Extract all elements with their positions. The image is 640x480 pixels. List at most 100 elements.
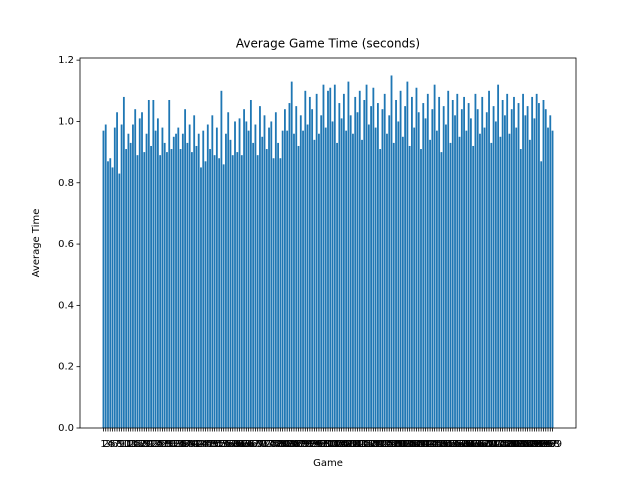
bar bbox=[202, 130, 205, 429]
x-tick-label: 91 bbox=[301, 439, 314, 450]
bar bbox=[492, 106, 495, 428]
bar bbox=[193, 115, 196, 428]
x-tick-label: 61 bbox=[233, 439, 246, 450]
x-tick-label: 89 bbox=[297, 439, 310, 450]
x-tick-label: 97 bbox=[315, 439, 328, 450]
y-tick-label: 0.6 bbox=[58, 239, 74, 250]
bar bbox=[401, 136, 404, 428]
bar bbox=[447, 90, 450, 429]
x-tick-label: 4 bbox=[107, 439, 113, 450]
x-tick-label: 140 bbox=[409, 439, 428, 450]
x-tick-label: 90 bbox=[299, 439, 312, 450]
x-tick-label: 195 bbox=[534, 439, 553, 450]
bar bbox=[313, 139, 316, 429]
x-tick-label: 73 bbox=[260, 439, 273, 450]
x-tick-label: 79 bbox=[274, 439, 287, 450]
bar bbox=[424, 118, 427, 428]
bar bbox=[138, 118, 141, 428]
bar bbox=[247, 130, 250, 429]
x-tick-label: 128 bbox=[382, 439, 401, 450]
x-tick-label: 121 bbox=[366, 439, 385, 450]
x-tick-label: 84 bbox=[285, 439, 298, 450]
x-tick-label: 188 bbox=[518, 439, 537, 450]
x-tick-label: 184 bbox=[509, 439, 528, 450]
x-tick-label: 77 bbox=[269, 439, 282, 450]
bar bbox=[329, 87, 332, 429]
bar bbox=[150, 145, 152, 428]
x-tick-label: 135 bbox=[398, 439, 417, 450]
bar bbox=[118, 173, 121, 428]
bar bbox=[209, 149, 211, 428]
bar bbox=[249, 99, 252, 428]
bar bbox=[113, 127, 116, 428]
bar bbox=[454, 115, 456, 428]
bar bbox=[111, 167, 114, 428]
bar bbox=[281, 130, 284, 429]
bar bbox=[283, 109, 286, 428]
x-tick-label: 109 bbox=[339, 439, 358, 450]
x-tick-label: 134 bbox=[396, 439, 415, 450]
bar bbox=[519, 149, 522, 428]
bar bbox=[501, 99, 504, 428]
bar bbox=[270, 121, 273, 429]
x-tick-label: 80 bbox=[276, 439, 289, 450]
bar bbox=[315, 93, 318, 428]
bar bbox=[551, 130, 554, 429]
bar bbox=[408, 145, 411, 428]
x-tick-label: 118 bbox=[359, 439, 378, 450]
x-tick-label: 162 bbox=[459, 439, 478, 450]
x-tick-label: 160 bbox=[455, 439, 474, 450]
x-tick-label: 117 bbox=[357, 439, 376, 450]
bar bbox=[331, 121, 334, 429]
x-tick-label: 21 bbox=[142, 439, 155, 450]
x-tick-label: 24 bbox=[149, 439, 162, 450]
x-tick-label: 129 bbox=[384, 439, 403, 450]
x-tick-label: 145 bbox=[421, 439, 440, 450]
bar bbox=[531, 96, 534, 428]
x-tick-label: 172 bbox=[482, 439, 501, 450]
bar bbox=[510, 109, 513, 428]
bar bbox=[302, 130, 304, 429]
bar bbox=[132, 124, 134, 429]
x-tick-label: 144 bbox=[418, 439, 437, 450]
x-tick-label: 63 bbox=[238, 439, 251, 450]
bar bbox=[395, 99, 397, 428]
x-tick-label: 41 bbox=[188, 439, 201, 450]
bar bbox=[445, 124, 447, 429]
x-tick-label: 15 bbox=[129, 439, 142, 450]
bar bbox=[254, 124, 257, 429]
x-tick-label: 92 bbox=[303, 439, 316, 450]
bar bbox=[175, 133, 177, 428]
bar bbox=[104, 124, 107, 429]
bar bbox=[440, 152, 443, 428]
x-tick-label: 111 bbox=[343, 439, 362, 450]
x-tick-label: 157 bbox=[448, 439, 467, 450]
bar bbox=[318, 133, 320, 428]
bar bbox=[494, 121, 497, 429]
bar bbox=[411, 96, 413, 428]
bar bbox=[506, 93, 509, 428]
bar bbox=[327, 90, 329, 429]
bar bbox=[143, 152, 146, 428]
x-tick-label: 114 bbox=[350, 439, 369, 450]
bar bbox=[338, 103, 341, 428]
bar bbox=[170, 149, 173, 428]
bar bbox=[367, 124, 370, 429]
bar bbox=[476, 109, 479, 428]
bar bbox=[522, 93, 524, 428]
x-tick-label: 47 bbox=[201, 439, 214, 450]
x-tick-label: 193 bbox=[529, 439, 548, 450]
bar bbox=[374, 127, 377, 428]
x-tick-label: 171 bbox=[479, 439, 498, 450]
x-tick-label: 110 bbox=[341, 439, 360, 450]
bar bbox=[342, 93, 345, 428]
bar bbox=[426, 93, 429, 428]
x-tick-label: 176 bbox=[491, 439, 510, 450]
x-axis-label: Game bbox=[313, 458, 343, 469]
bar bbox=[159, 155, 162, 429]
x-tick-label: 40 bbox=[186, 439, 199, 450]
x-tick-label: 25 bbox=[152, 439, 165, 450]
bar bbox=[181, 133, 184, 428]
x-tick-label: 26 bbox=[154, 439, 167, 450]
